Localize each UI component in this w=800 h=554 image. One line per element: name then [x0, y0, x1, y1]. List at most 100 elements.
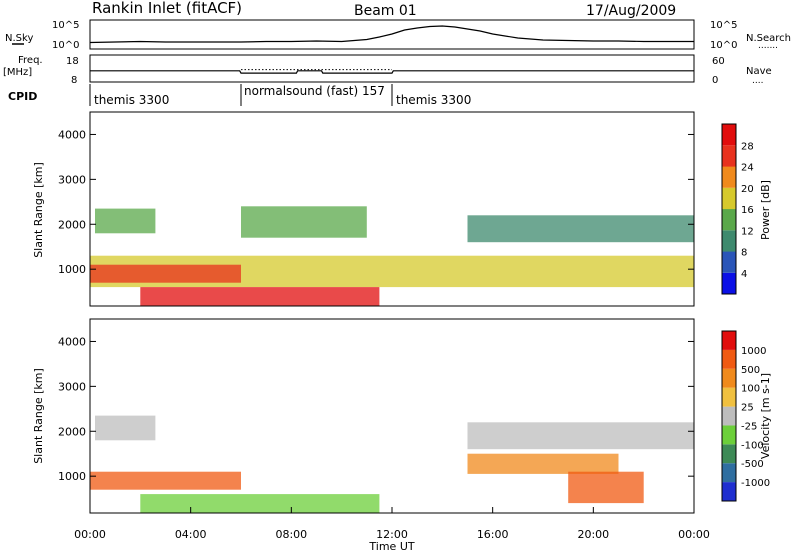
- data-band: [140, 287, 380, 306]
- station-title: Rankin Inlet (fitACF): [92, 0, 242, 17]
- colorbar-swatch: [722, 187, 736, 210]
- data-band: [467, 453, 619, 474]
- colorbar-tick-label: 1000: [741, 346, 766, 357]
- x-tick-label: 00:00: [678, 528, 710, 541]
- y-tick-label: 4000: [58, 128, 86, 141]
- nsearch-tick-bottom: 10^0: [710, 40, 737, 51]
- cpid-segment-1: themis 3300: [94, 93, 169, 107]
- nsky-label: N.Sky: [5, 33, 33, 44]
- nsky-tick-top: 10^5: [52, 20, 79, 31]
- colorbar-swatch: [722, 368, 736, 388]
- colorbar-tick-label: 12: [741, 226, 754, 237]
- colorbar-tick-label: -500: [741, 459, 764, 470]
- cpid-label: CPID: [8, 90, 37, 103]
- frequency-line: [90, 70, 694, 74]
- y-tick-label: 1000: [58, 263, 86, 276]
- y-tick-label: 2000: [58, 218, 86, 231]
- colorbar-frame: [721, 330, 737, 502]
- x-tick-label: 04:00: [175, 528, 207, 541]
- colorbar-swatch: [722, 166, 736, 188]
- y-tick-label: 2000: [58, 425, 86, 438]
- nave-line-label: ....: [752, 76, 763, 86]
- data-band: [95, 415, 156, 441]
- colorbar-swatch: [722, 463, 736, 483]
- nsearch-label: N.Search: [746, 33, 791, 44]
- velocity-y-axis: 1000 2000 3000 4000: [58, 335, 694, 483]
- power-panel: 1000 2000 3000 4000 Slant Range [km] 4 8 12 16…: [32, 111, 772, 307]
- time-axis: 00:00 04:00 08:00 12:00 16:00 20:00 00:00: [74, 507, 710, 541]
- colorbar-swatch: [722, 349, 736, 369]
- velocity-cbar-label: Velocity [m s-1]: [759, 373, 772, 459]
- data-band: [90, 264, 241, 283]
- x-tick-label: 00:00: [74, 528, 106, 541]
- noise-panel: N.Sky N.Search ....... 10^5 10^0 10^5 10…: [5, 19, 791, 51]
- power-ylabel: Slant Range [km]: [32, 162, 45, 258]
- data-band: [140, 494, 380, 513]
- frequency-panel: Freq. [MHz] CPID Nave .... 18 8 60 0: [3, 54, 772, 103]
- colorbar-swatch: [722, 272, 736, 295]
- cpid-row: themis 3300 normalsound (fast) 157 themi…: [89, 84, 471, 107]
- velocity-colorbar: 1000 500 100 25 -25 -100 -500 -1000: [721, 330, 770, 502]
- mhz-label: [MHz]: [3, 67, 32, 78]
- colorbar-tick-label: 8: [741, 248, 747, 259]
- colorbar-swatch: [722, 209, 736, 231]
- velocity-cells: [90, 415, 694, 513]
- x-tick-label: 12:00: [376, 528, 408, 541]
- colorbar-swatch: [722, 124, 736, 146]
- colorbar-swatch: [722, 425, 736, 445]
- colorbar-tick-label: -25: [741, 421, 757, 432]
- colorbar-tick-label: -1000: [741, 478, 770, 489]
- colorbar-swatch: [722, 387, 736, 407]
- nsky-tick-bottom: 10^0: [52, 40, 79, 51]
- nsearch-line: .......: [758, 41, 778, 51]
- beam-label: Beam 01: [354, 3, 417, 19]
- colorbar-swatch: [722, 230, 736, 252]
- x-tick-label: 20:00: [577, 528, 609, 541]
- colorbar-swatch: [722, 444, 736, 464]
- colorbar-tick-label: -100: [741, 440, 764, 451]
- y-tick-label: 3000: [58, 173, 86, 186]
- data-band: [90, 471, 241, 490]
- date-label: 17/Aug/2009: [586, 3, 676, 19]
- x-tick-label: 16:00: [477, 528, 509, 541]
- y-tick-label: 1000: [58, 470, 86, 483]
- y-tick-label: 3000: [58, 380, 86, 393]
- colorbar-swatch: [722, 331, 736, 350]
- colorbar-tick-label: 4: [741, 269, 747, 280]
- power-cells: [90, 206, 694, 306]
- nave-label: Nave: [746, 66, 772, 77]
- freq-tick-top: 18: [66, 56, 79, 67]
- nave-tick-top: 60: [712, 56, 725, 67]
- data-band: [95, 208, 156, 234]
- power-y-axis: 1000 2000 3000 4000: [58, 128, 694, 276]
- colorbar-tick-label: 28: [741, 141, 754, 152]
- velocity-panel: 1000 2000 3000 4000 00:00 04:00 08:00 12:00 16:…: [32, 318, 772, 553]
- colorbar-tick-label: 100: [741, 384, 760, 395]
- time-axis-label: Time UT: [368, 540, 414, 553]
- colorbar-tick-label: 25: [741, 403, 754, 414]
- colorbar-tick-label: 24: [741, 163, 754, 174]
- colorbar-swatch: [722, 406, 736, 426]
- colorbar-swatch: [722, 145, 736, 167]
- data-band: [467, 215, 694, 243]
- colorbar-tick-label: 20: [741, 184, 754, 195]
- colorbar-frame: [721, 123, 737, 295]
- colorbar-tick-label: 16: [741, 205, 754, 216]
- nsearch-tick-top: 10^5: [710, 20, 737, 31]
- colorbar-swatch: [722, 482, 736, 501]
- data-band: [568, 471, 644, 504]
- cpid-segment-2: normalsound (fast) 157: [244, 84, 385, 98]
- data-band: [467, 422, 694, 450]
- y-tick-label: 4000: [58, 335, 86, 348]
- noise-line: [89, 25, 694, 44]
- data-band: [241, 206, 367, 238]
- colorbar-tick-label: 500: [741, 365, 760, 376]
- cpid-segment-3: themis 3300: [396, 93, 471, 107]
- freq-label: Freq.: [18, 55, 43, 66]
- x-tick-label: 08:00: [275, 528, 307, 541]
- power-cbar-label: Power [dB]: [759, 180, 772, 240]
- nave-tick-bottom: 0: [712, 75, 718, 86]
- power-colorbar: 4 8 12 16 20 24 28: [721, 123, 754, 295]
- velocity-ylabel: Slant Range [km]: [32, 368, 45, 464]
